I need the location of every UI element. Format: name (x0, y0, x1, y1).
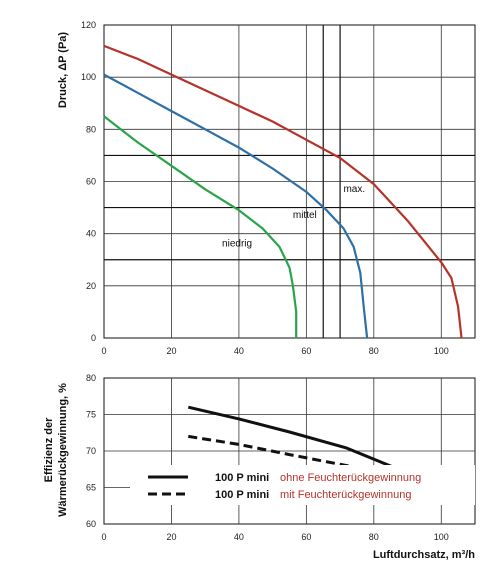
efficiency-x-ticks: 0 20 40 60 80 100 (101, 532, 448, 542)
pressure-y-tick-label: 20 (86, 281, 96, 291)
pressure-curve-niedrig (103, 115, 298, 338)
efficiency-x-tick-label: 0 (101, 532, 106, 542)
efficiency-y-axis-label-line: Wärmerückgewinnung, % (57, 383, 69, 517)
pressure-x-tick-label: 60 (301, 346, 311, 356)
efficiency-legend: 100 P mini ohne Feuchterückgewinnung 100 P… (130, 465, 475, 505)
efficiency-y-axis-label: Effizienz der Wärmerückgewinnung, % (43, 383, 69, 517)
pressure-y-axis-label: Druck, ΔP (Pa) (57, 32, 69, 109)
legend-model-label: 100 P mini (215, 472, 269, 484)
pressure-y-tick-label: 120 (81, 20, 96, 30)
pressure-y-tick-label: 80 (86, 124, 96, 134)
pressure-chart: 0 20 40 60 80 100 120 0 20 40 60 80 100 max. mittel n… (57, 20, 476, 356)
pressure-y-tick-label: 100 (81, 72, 96, 82)
efficiency-x-tick-label: 40 (234, 532, 244, 542)
efficiency-x-tick-label: 80 (369, 532, 379, 542)
legend-model-label: 100 P mini (215, 489, 269, 501)
curve-label: max. (343, 184, 365, 195)
pressure-y-ticks: 0 20 40 60 80 100 120 (81, 20, 96, 343)
efficiency-x-tick-label: 60 (301, 532, 311, 542)
pressure-y-tick-label: 60 (86, 177, 96, 187)
pressure-y-tick-label: 0 (91, 333, 96, 343)
efficiency-chart: 60 65 70 75 80 0 20 40 60 80 100 100 P mini ohne F… (43, 373, 476, 561)
efficiency-y-axis-label-line: Effizienz der (43, 417, 55, 483)
pressure-curve-mittel (103, 73, 369, 339)
pressure-curve-max (103, 44, 463, 339)
pressure-y-tick-label: 40 (86, 229, 96, 239)
legend-description: ohne Feuchterückgewinnung (280, 472, 421, 484)
pressure-x-tick-label: 80 (369, 346, 379, 356)
pressure-x-tick-label: 100 (434, 346, 449, 356)
efficiency-y-tick-label: 75 (86, 410, 96, 420)
pressure-x-tick-label: 0 (101, 346, 106, 356)
pressure-curve-labels: max. mittel niedrig (222, 184, 365, 250)
pressure-x-tick-label: 40 (234, 346, 244, 356)
efficiency-y-tick-label: 80 (86, 373, 96, 383)
pressure-x-tick-label: 20 (166, 346, 176, 356)
efficiency-y-tick-label: 70 (86, 446, 96, 456)
efficiency-x-tick-label: 100 (434, 532, 449, 542)
legend-description: mit Feuchterückgewinnung (280, 489, 411, 501)
legend-background (130, 465, 475, 505)
efficiency-y-ticks: 60 65 70 75 80 (86, 373, 96, 529)
curve-label: niedrig (222, 239, 252, 250)
efficiency-x-tick-label: 20 (166, 532, 176, 542)
pressure-grid (104, 25, 475, 338)
efficiency-y-tick-label: 60 (86, 519, 96, 529)
pressure-x-ticks: 0 20 40 60 80 100 (101, 346, 448, 356)
efficiency-y-tick-label: 65 (86, 483, 96, 493)
curve-label: mittel (293, 210, 317, 221)
x-axis-label: Luftdurchsatz, m³/h (373, 549, 475, 561)
pressure-series (103, 44, 463, 339)
